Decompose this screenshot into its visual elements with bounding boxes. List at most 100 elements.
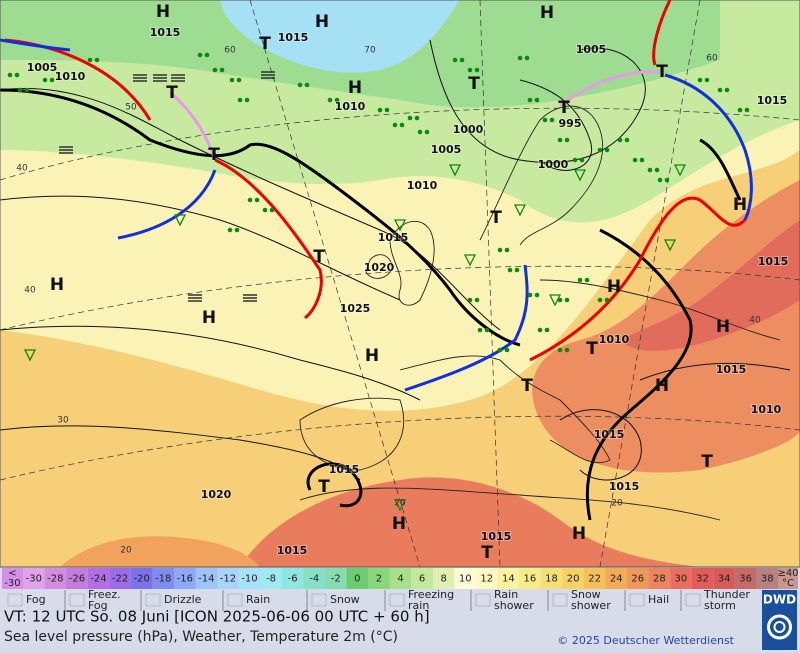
scale-label: ≥40	[777, 568, 798, 579]
rain-dot	[304, 82, 310, 88]
scale-label: -30	[26, 574, 42, 585]
scale-label: 34	[718, 574, 731, 585]
pressure-center: T	[318, 477, 330, 497]
map-frame	[0, 0, 800, 568]
shower-symbol	[663, 239, 677, 252]
rain-dot	[474, 67, 480, 73]
scale-label: °C	[782, 578, 794, 589]
rain-dot	[597, 297, 603, 303]
cold-front	[117, 169, 217, 240]
scale-label: -24	[90, 574, 106, 585]
pressure-center: T	[586, 339, 598, 359]
rain-dot	[542, 117, 548, 123]
rain-dot	[399, 122, 405, 128]
pressure-label: 1015	[329, 463, 360, 476]
dwd-logo: DWD	[762, 590, 797, 650]
scale-label: -12	[220, 574, 236, 585]
scale-label: 12	[480, 574, 493, 585]
scale-label: 22	[588, 574, 601, 585]
scale-cell	[217, 568, 239, 589]
legend-label: Drizzle	[164, 593, 202, 606]
shower-symbol	[393, 499, 407, 512]
shower-symbol	[573, 169, 587, 182]
rain-dot	[407, 115, 413, 121]
rain-dot	[484, 327, 490, 333]
legend-label: Hail	[648, 593, 669, 606]
pressure-center: T	[208, 145, 220, 165]
pressure-label: 1010	[407, 179, 438, 192]
rain-dot	[704, 77, 710, 83]
rain-dot	[564, 297, 570, 303]
rain-dot	[452, 57, 458, 63]
rain-dot	[424, 129, 430, 135]
rain-dot	[49, 77, 55, 83]
scale-cell	[627, 568, 649, 589]
rain-dot	[549, 117, 555, 123]
pressure-label: 1005	[431, 143, 462, 156]
scale-cell	[562, 568, 584, 589]
legend-label: Freez.	[88, 588, 121, 601]
scale-label: -4	[309, 574, 319, 585]
scale-cell	[432, 568, 455, 589]
scale-label: -20	[133, 574, 149, 585]
scale-cell	[691, 568, 714, 589]
pressure-label: 1015	[594, 428, 625, 441]
scale-cell	[389, 568, 412, 589]
scale-label: 10	[459, 574, 472, 585]
pressure-center: T	[701, 452, 713, 472]
weather-legend: Fog Freez.Fog Drizzle Rain Snow FreezingrainR…	[7, 588, 750, 612]
pressure-center: T	[490, 208, 502, 228]
temperature-label: 20	[394, 499, 406, 509]
scale-label: -6	[288, 574, 298, 585]
rain-dot	[7, 72, 13, 78]
scale-label: -8	[266, 574, 276, 585]
pressure-label: 1005	[576, 43, 607, 56]
scale-cell	[519, 568, 541, 589]
warm-front	[529, 196, 747, 362]
scale-cell	[130, 568, 153, 589]
shower-symbol	[23, 349, 37, 362]
pressure-center: T	[656, 62, 668, 82]
rain-dot	[579, 157, 585, 163]
logo-swirl	[767, 614, 792, 640]
color-scale: <-30 -30 -28 -26 -24 -22 -20 -18 -16 -14 -12 -10 -8-…	[2, 568, 799, 589]
scale-label: 8	[440, 574, 446, 585]
scale-cell	[368, 568, 390, 589]
scale-label: 14	[502, 574, 515, 585]
temp-zone	[240, 477, 700, 567]
pressure-center: H	[572, 524, 586, 544]
legend-icon	[69, 593, 85, 607]
legend-label: Snow	[330, 593, 360, 606]
rain-dot	[237, 97, 243, 103]
occluded-front	[168, 90, 217, 161]
rain-dot	[219, 67, 225, 73]
isobars-bold	[0, 88, 742, 521]
rain-dot	[414, 115, 420, 121]
occluded-front	[559, 70, 661, 107]
warm-front	[214, 158, 323, 320]
temp-zone	[220, 0, 460, 73]
pressure-center: T	[558, 98, 570, 118]
pressure-center: T	[521, 376, 533, 396]
rain-dot	[247, 197, 253, 203]
logo-box	[762, 590, 797, 650]
rain-dot	[557, 297, 563, 303]
pressure-center: T	[259, 34, 271, 54]
legend-icon	[475, 593, 491, 607]
shower-symbol	[513, 204, 527, 217]
scale-label: 30	[675, 574, 688, 585]
pressure-center: H	[655, 376, 669, 396]
legend-icon	[685, 593, 701, 607]
rain-dot	[604, 297, 610, 303]
cold-front	[404, 264, 529, 392]
legend-icon	[629, 593, 645, 607]
temperature-label: 50	[125, 103, 137, 113]
scale-label: 4	[397, 574, 403, 585]
rain-dot	[564, 347, 570, 353]
rain-dot	[639, 157, 645, 163]
pressure-center: T	[468, 74, 480, 94]
rain-dot	[14, 72, 20, 78]
scale-cell	[756, 568, 778, 589]
rain-dot	[617, 137, 623, 143]
